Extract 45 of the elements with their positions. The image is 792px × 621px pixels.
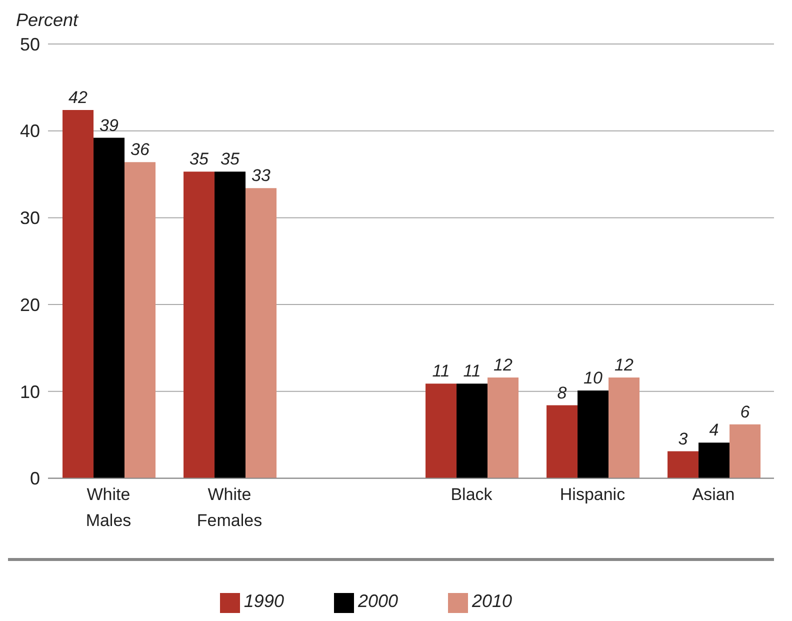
- data-label: 11: [463, 362, 481, 381]
- y-tick-label: 20: [20, 294, 40, 315]
- data-label: 35: [190, 150, 210, 169]
- bar: [546, 405, 578, 478]
- x-tick-label: Asian: [692, 485, 735, 504]
- data-label: 3: [678, 429, 688, 448]
- data-label: 36: [130, 140, 150, 160]
- bar: [184, 172, 215, 478]
- x-tick-label: Hispanic: [560, 485, 626, 504]
- bar: [488, 377, 519, 478]
- bar: [698, 442, 730, 478]
- data-label: 6: [740, 402, 750, 422]
- data-label: 11: [432, 362, 450, 381]
- bar: [124, 162, 156, 478]
- x-tick-label: White Females: [196, 485, 262, 530]
- y-tick-label: 40: [20, 121, 40, 142]
- legend-label: 1990: [244, 591, 284, 612]
- bar: [608, 377, 640, 478]
- data-label: 35: [220, 150, 240, 169]
- y-tick-label: 30: [20, 208, 40, 228]
- bar: [668, 451, 699, 478]
- y-axis-title: Percent: [16, 10, 78, 31]
- data-label: 39: [100, 116, 120, 135]
- bar: [578, 390, 609, 478]
- y-tick-label: 10: [20, 382, 40, 402]
- bar: [456, 384, 488, 478]
- y-tick-label: 50: [20, 34, 40, 54]
- bar: [730, 424, 761, 478]
- data-label: 12: [614, 355, 634, 374]
- data-label: 42: [68, 88, 88, 108]
- bar: [62, 110, 94, 478]
- data-label: 12: [494, 355, 514, 374]
- bar: [214, 172, 246, 478]
- bar: [246, 188, 277, 478]
- data-label: 10: [584, 368, 604, 388]
- data-label: 8: [557, 383, 568, 402]
- legend-label: 2000: [358, 591, 398, 612]
- data-label: 33: [252, 166, 272, 186]
- y-tick-label: 0: [30, 468, 40, 489]
- bar: [94, 138, 125, 478]
- bar: [426, 384, 457, 478]
- data-label: 4: [709, 420, 719, 440]
- x-tick-label: White Males: [86, 485, 132, 530]
- legend-label: 2010: [472, 591, 512, 612]
- x-tick-label: Black: [450, 485, 493, 504]
